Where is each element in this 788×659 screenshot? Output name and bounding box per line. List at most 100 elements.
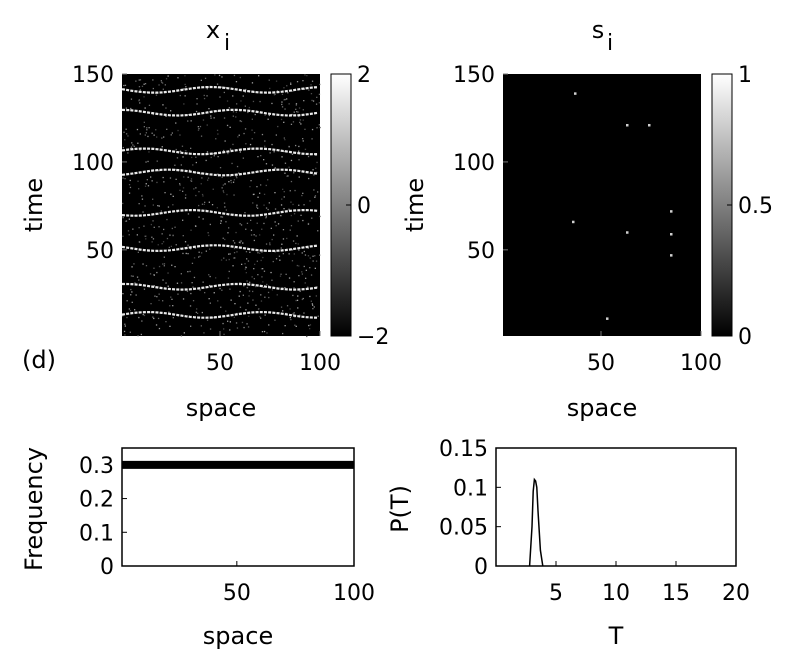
xi-speckle xyxy=(137,251,139,253)
xi-speckle xyxy=(172,317,174,319)
xi-speckle xyxy=(293,253,295,255)
xi-speckle xyxy=(183,103,185,105)
si-title: s i xyxy=(592,16,613,56)
xi-speckle xyxy=(207,179,209,181)
xi-speckle xyxy=(152,198,154,200)
xi-speckle xyxy=(295,242,297,245)
xi-speckle xyxy=(124,84,127,86)
xi-speckle xyxy=(293,111,295,113)
xi-speckle xyxy=(206,151,209,153)
xi-speckle xyxy=(302,192,304,194)
xi-speckle xyxy=(222,322,224,325)
xi-speckle xyxy=(153,226,155,228)
xi-speckle xyxy=(126,316,128,319)
xi-speckle xyxy=(162,176,164,179)
xi-speckle xyxy=(286,305,289,307)
xi-speckle xyxy=(229,288,231,290)
xi-speckle xyxy=(196,308,198,310)
xi-speckle xyxy=(122,315,124,317)
xi-speckle xyxy=(213,292,215,294)
xi-speckle xyxy=(180,282,183,284)
xi-speckle xyxy=(201,311,203,314)
xi-speckle xyxy=(221,216,224,218)
xi-speckle xyxy=(307,223,310,225)
xi-speckle xyxy=(249,143,252,146)
xi-speckle xyxy=(138,227,140,229)
xi-speckle xyxy=(156,136,158,138)
xi-speckle xyxy=(208,274,210,276)
xi-speckle xyxy=(190,180,192,182)
xi-speckle xyxy=(283,121,285,123)
xi-speckle xyxy=(283,137,285,139)
xi-speckle xyxy=(319,254,321,256)
pt-series xyxy=(528,477,544,567)
xi-speckle xyxy=(227,320,229,322)
xi-speckle xyxy=(254,263,256,265)
xi-speckle xyxy=(256,204,258,206)
xi-speckle xyxy=(284,287,286,289)
xi-speckle xyxy=(235,116,237,118)
xi-speckle xyxy=(237,136,239,138)
xi-speckle xyxy=(239,223,241,225)
xi-speckle xyxy=(126,133,128,135)
xi-speckle xyxy=(229,253,231,255)
xi-speckle xyxy=(290,214,292,217)
xi-speckle xyxy=(189,305,192,307)
xi-speckle xyxy=(172,305,174,307)
xi-speckle xyxy=(198,216,200,218)
xi-speckle xyxy=(312,308,314,310)
xi-speckle xyxy=(310,84,312,86)
xi-speckle xyxy=(232,143,234,146)
xi-speckle xyxy=(263,204,265,206)
xi-speckle xyxy=(302,119,304,121)
xi-speckle xyxy=(145,235,147,237)
xi-ytick-label: 100 xyxy=(72,151,114,176)
xi-speckle xyxy=(283,196,285,198)
pt-xtick-label: 20 xyxy=(722,581,750,606)
xi-speckle xyxy=(143,314,146,317)
xi-speckle xyxy=(290,83,292,85)
xi-speckle xyxy=(191,262,194,264)
xi-speckle xyxy=(253,234,255,236)
xi-speckle xyxy=(281,103,283,106)
si-colorbar-ticks: 00.51 xyxy=(727,63,773,350)
xi-speckle xyxy=(312,304,314,306)
xi-speckle xyxy=(295,325,297,327)
xi-speckle xyxy=(220,86,223,88)
xi-speckle xyxy=(195,110,198,113)
si-point xyxy=(572,220,575,224)
xi-speckle xyxy=(196,171,198,174)
xi-speckle xyxy=(229,175,232,177)
xi-speckle xyxy=(142,263,144,265)
xi-speckle xyxy=(269,152,271,154)
xi-speckle xyxy=(303,100,305,102)
xi-speckle xyxy=(158,205,160,207)
xi-speckle xyxy=(286,98,288,100)
xi-speckle xyxy=(245,143,247,145)
xi-speckle xyxy=(198,128,200,130)
xi-speckle xyxy=(138,203,140,205)
xi-speckle xyxy=(293,312,295,314)
xi-speckle xyxy=(143,121,145,123)
xi-speckle xyxy=(293,172,295,174)
xi-speckle xyxy=(172,234,174,236)
xi-speckle xyxy=(238,241,241,243)
xi-speckle xyxy=(291,249,293,251)
xi-speckle xyxy=(311,217,313,219)
xi-speckle xyxy=(281,243,283,245)
si-ytick-label: 150 xyxy=(453,63,495,88)
xi-speckle xyxy=(227,152,229,155)
xi-speckle xyxy=(284,325,286,327)
xi-speckle xyxy=(228,227,230,229)
xi-xlabel: space xyxy=(186,394,256,422)
xi-speckle xyxy=(250,234,253,236)
xi-speckle xyxy=(271,289,274,291)
xi-speckle xyxy=(138,99,140,101)
xi-speckle xyxy=(141,198,144,200)
xi-speckle xyxy=(305,277,307,279)
xi-speckle xyxy=(210,115,212,117)
xi-speckle xyxy=(180,335,183,337)
xi-speckle xyxy=(306,335,308,338)
xi-speckle xyxy=(167,272,169,274)
xi-speckle xyxy=(254,113,256,116)
